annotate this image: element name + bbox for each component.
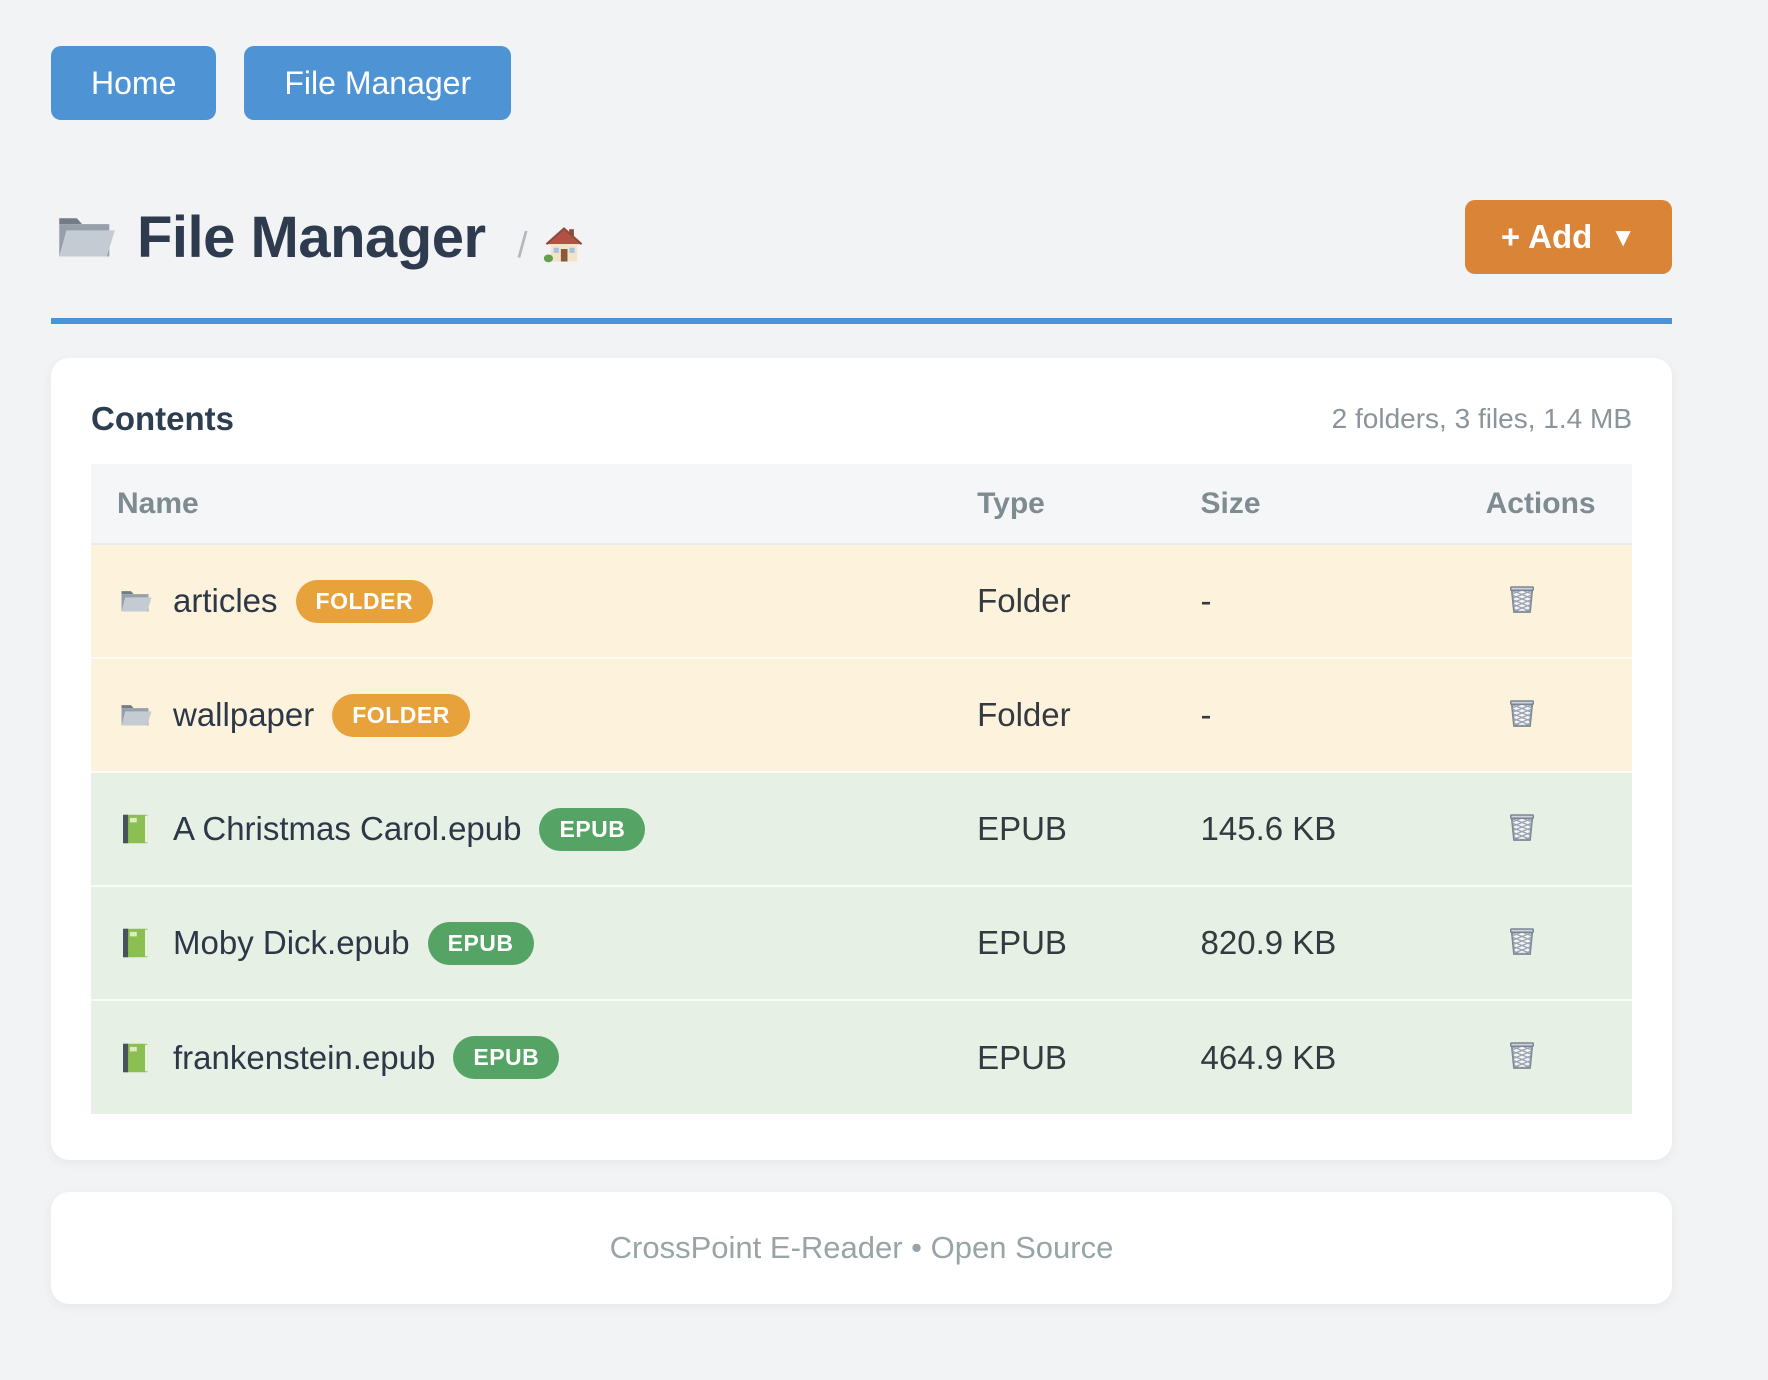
column-header-size: Size <box>1200 464 1486 545</box>
type-cell: Folder <box>977 696 1071 733</box>
trash-icon <box>1504 581 1540 620</box>
book-icon <box>117 925 153 961</box>
size-cell: 145.6 KB <box>1200 810 1337 847</box>
contents-summary: 2 folders, 3 files, 1.4 MB <box>1331 403 1632 434</box>
file-name-link[interactable]: A Christmas Carol.epub <box>173 810 522 847</box>
trash-icon <box>1504 809 1540 848</box>
open-folder-icon <box>51 204 117 270</box>
column-header-type: Type <box>977 464 1201 545</box>
type-cell: Folder <box>977 582 1071 619</box>
breadcrumb-separator: / <box>517 224 528 265</box>
table-row: frankenstein.epub EPUB EPUB 464.9 KB <box>91 1000 1632 1114</box>
delete-button[interactable] <box>1504 923 1540 962</box>
nav-file-manager-button[interactable]: File Manager <box>244 46 512 120</box>
contents-card-header: Contents 2 folders, 3 files, 1.4 MB <box>91 400 1632 438</box>
delete-button[interactable] <box>1504 695 1540 734</box>
table-body: articles FOLDER Folder - <box>91 544 1632 1114</box>
delete-button[interactable] <box>1504 1037 1540 1076</box>
home-breadcrumb-icon[interactable] <box>542 223 586 267</box>
type-badge: EPUB <box>453 1036 560 1079</box>
file-name-link[interactable]: frankenstein.epub <box>173 1038 436 1076</box>
file-name-link[interactable]: articles <box>173 582 278 619</box>
folder-icon <box>117 583 153 619</box>
page-container: Home File Manager File Manager / <box>51 0 1672 1304</box>
delete-button[interactable] <box>1504 809 1540 848</box>
table-row: Moby Dick.epub EPUB EPUB 820.9 KB <box>91 886 1632 1000</box>
footer-text: CrossPoint E-Reader • Open Source <box>609 1230 1114 1265</box>
size-cell: 820.9 KB <box>1200 924 1337 961</box>
table-row: A Christmas Carol.epub EPUB EPUB 145.6 K… <box>91 772 1632 886</box>
column-header-name: Name <box>91 464 978 545</box>
file-name-link[interactable]: wallpaper <box>173 696 315 733</box>
contents-title: Contents <box>91 400 234 437</box>
folder-icon <box>117 697 153 733</box>
file-name-link[interactable]: Moby Dick.epub <box>173 924 410 961</box>
footer-card: CrossPoint E-Reader • Open Source <box>51 1192 1672 1304</box>
size-cell: - <box>1200 696 1212 733</box>
type-cell: EPUB <box>977 924 1067 961</box>
type-badge: EPUB <box>427 921 534 965</box>
nav-home-button[interactable]: Home <box>51 46 217 120</box>
table-header: Name Type Size Actions <box>91 464 1632 545</box>
add-button-label: + Add <box>1500 218 1593 255</box>
type-badge: FOLDER <box>332 693 470 737</box>
book-icon <box>117 811 153 847</box>
header-divider <box>51 318 1672 324</box>
breadcrumb: / <box>486 223 586 267</box>
file-table: Name Type Size Actions <box>91 464 1632 1114</box>
type-badge: FOLDER <box>295 579 434 623</box>
book-icon <box>117 1040 153 1076</box>
column-header-actions: Actions <box>1485 464 1632 545</box>
size-cell: - <box>1200 582 1212 619</box>
table-row: articles FOLDER Folder - <box>91 544 1632 658</box>
page-header: File Manager / + A <box>51 200 1672 274</box>
contents-card: Contents 2 folders, 3 files, 1.4 MB Name… <box>51 358 1672 1160</box>
page-title: File Manager <box>137 204 486 270</box>
trash-icon <box>1504 1037 1540 1076</box>
type-cell: EPUB <box>977 1038 1067 1076</box>
trash-icon <box>1504 923 1540 962</box>
chevron-down-icon: ▼ <box>1610 221 1636 252</box>
type-cell: EPUB <box>977 810 1067 847</box>
title-group: File Manager / <box>51 204 586 271</box>
size-cell: 464.9 KB <box>1200 1038 1337 1076</box>
top-nav: Home File Manager <box>51 46 1672 120</box>
trash-icon <box>1504 695 1540 734</box>
type-badge: EPUB <box>539 807 646 851</box>
table-row: wallpaper FOLDER Folder - <box>91 658 1632 772</box>
delete-button[interactable] <box>1504 581 1540 620</box>
add-button[interactable]: + Add ▼ <box>1464 200 1672 274</box>
